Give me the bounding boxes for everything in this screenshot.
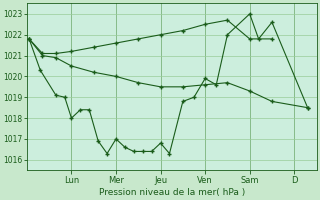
X-axis label: Pression niveau de la mer( hPa ): Pression niveau de la mer( hPa ) bbox=[99, 188, 245, 197]
